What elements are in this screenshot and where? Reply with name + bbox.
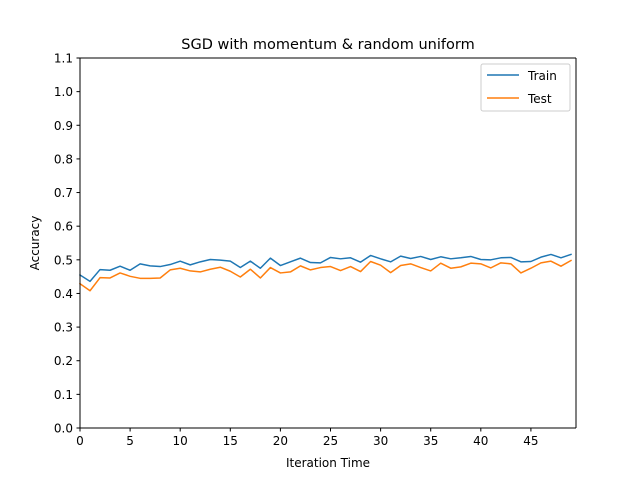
y-tick-label: 0.9 <box>54 119 73 133</box>
x-axis-ticks: 0 5 10 15 20 25 30 35 40 45 <box>76 428 539 448</box>
y-tick-label: 0.7 <box>54 186 73 200</box>
y-tick-label: 0.8 <box>54 152 73 166</box>
y-tick-label: 0.3 <box>54 321 73 335</box>
y-tick-label: 0.2 <box>54 354 73 368</box>
plot-area <box>80 58 576 428</box>
x-tick-label: 45 <box>523 434 538 448</box>
x-tick-label: 20 <box>273 434 288 448</box>
y-tick-label: 0.4 <box>54 287 73 301</box>
chart-title: SGD with momentum & random uniform <box>181 37 474 53</box>
x-tick-label: 0 <box>76 434 84 448</box>
x-tick-label: 10 <box>173 434 188 448</box>
legend-label-test: Test <box>527 92 552 106</box>
y-axis-label: Accuracy <box>28 216 42 271</box>
y-tick-label: 0.5 <box>54 253 73 267</box>
x-tick-label: 5 <box>126 434 134 448</box>
axes-spines <box>79 57 577 429</box>
x-tick-label: 15 <box>223 434 238 448</box>
x-tick-label: 40 <box>473 434 488 448</box>
series-line-train <box>78 253 572 283</box>
series-lines <box>78 253 573 292</box>
y-tick-label: 0.1 <box>54 388 73 402</box>
series-line-test <box>78 259 573 292</box>
y-tick-label: 0.6 <box>54 220 73 234</box>
y-tick-label: 1.1 <box>54 52 73 66</box>
y-axis-ticks: 0.0 0.1 0.2 0.3 0.4 0.5 0.6 0.7 0.8 0.9 1.0 1.1 <box>54 52 80 436</box>
legend: Train Test <box>480 63 571 112</box>
y-tick-label: 1.0 <box>54 85 73 99</box>
legend-label-train: Train <box>527 69 557 83</box>
x-tick-label: 25 <box>323 434 338 448</box>
x-tick-label: 30 <box>373 434 388 448</box>
x-axis-label: Iteration Time <box>286 456 370 470</box>
y-tick-label: 0.0 <box>54 422 73 436</box>
x-tick-label: 35 <box>423 434 438 448</box>
